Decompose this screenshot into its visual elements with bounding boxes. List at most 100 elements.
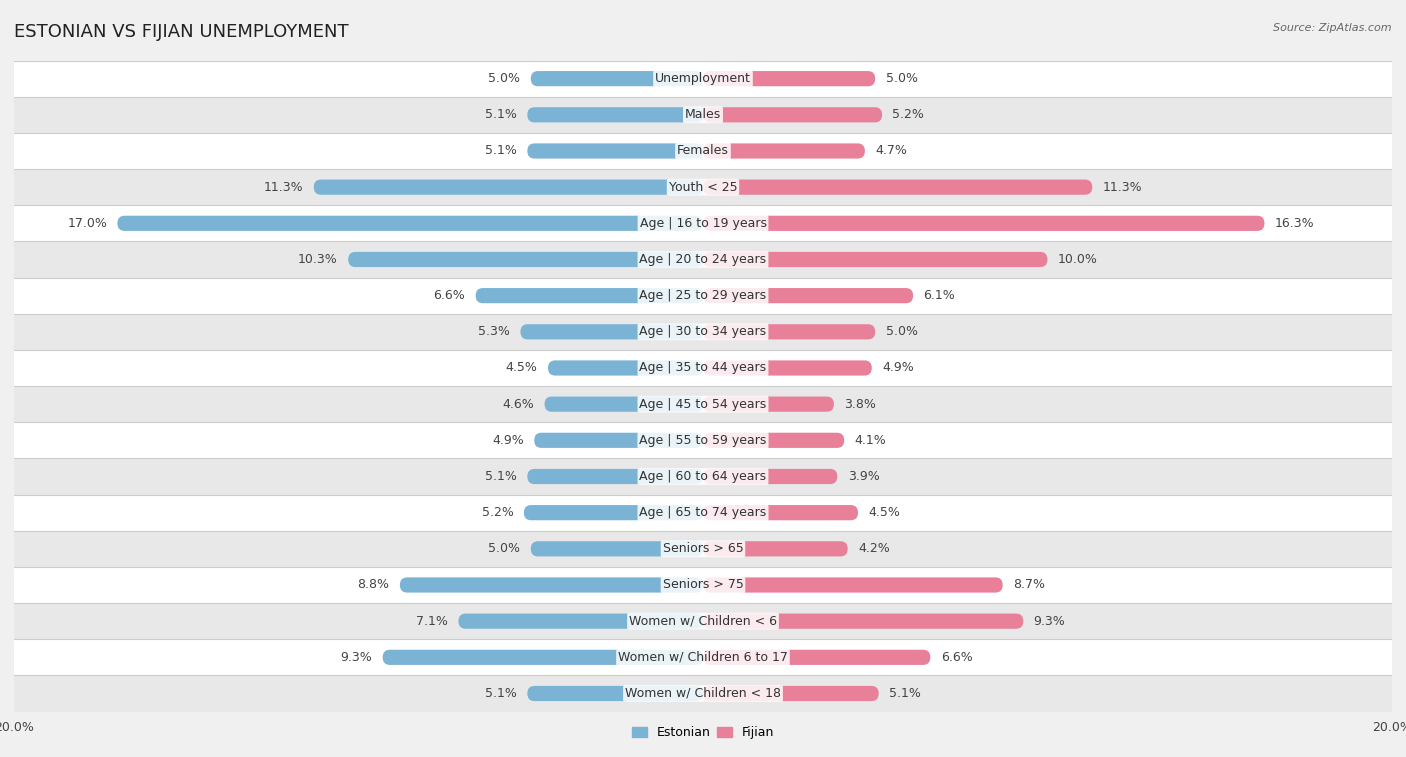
Text: 5.1%: 5.1% (485, 470, 517, 483)
FancyBboxPatch shape (703, 143, 865, 158)
Bar (14, 241, 1392, 278)
Text: Seniors > 65: Seniors > 65 (662, 542, 744, 556)
Bar (14, 639, 1392, 675)
Bar (14, 205, 1392, 241)
Text: 5.1%: 5.1% (485, 108, 517, 121)
Text: 8.7%: 8.7% (1012, 578, 1045, 591)
Bar (14, 313, 1392, 350)
Text: 9.3%: 9.3% (340, 651, 373, 664)
Text: 8.8%: 8.8% (357, 578, 389, 591)
Bar (14, 567, 1392, 603)
FancyBboxPatch shape (524, 505, 703, 520)
Text: Age | 35 to 44 years: Age | 35 to 44 years (640, 362, 766, 375)
FancyBboxPatch shape (475, 288, 703, 304)
Text: 5.0%: 5.0% (488, 72, 520, 85)
Bar (14, 422, 1392, 459)
FancyBboxPatch shape (527, 107, 703, 123)
Bar (14, 494, 1392, 531)
FancyBboxPatch shape (314, 179, 703, 195)
Text: 17.0%: 17.0% (67, 217, 107, 230)
Text: Males: Males (685, 108, 721, 121)
FancyBboxPatch shape (703, 107, 882, 123)
FancyBboxPatch shape (527, 143, 703, 158)
FancyBboxPatch shape (527, 686, 703, 701)
Bar (14, 603, 1392, 639)
FancyBboxPatch shape (531, 541, 703, 556)
Bar (14, 169, 1392, 205)
FancyBboxPatch shape (703, 433, 844, 448)
FancyBboxPatch shape (382, 650, 703, 665)
FancyBboxPatch shape (458, 614, 703, 629)
Text: Age | 16 to 19 years: Age | 16 to 19 years (640, 217, 766, 230)
Text: 3.8%: 3.8% (844, 397, 876, 410)
Text: 10.0%: 10.0% (1057, 253, 1098, 266)
FancyBboxPatch shape (703, 179, 1092, 195)
FancyBboxPatch shape (117, 216, 703, 231)
FancyBboxPatch shape (703, 614, 1024, 629)
Text: Seniors > 75: Seniors > 75 (662, 578, 744, 591)
Text: Age | 20 to 24 years: Age | 20 to 24 years (640, 253, 766, 266)
Text: 4.2%: 4.2% (858, 542, 890, 556)
Text: 4.9%: 4.9% (492, 434, 524, 447)
Text: Women w/ Children 6 to 17: Women w/ Children 6 to 17 (619, 651, 787, 664)
Text: 5.0%: 5.0% (488, 542, 520, 556)
Text: 5.0%: 5.0% (886, 326, 918, 338)
FancyBboxPatch shape (703, 71, 875, 86)
FancyBboxPatch shape (703, 505, 858, 520)
Bar (14, 278, 1392, 313)
FancyBboxPatch shape (703, 541, 848, 556)
FancyBboxPatch shape (531, 71, 703, 86)
Bar (14, 350, 1392, 386)
Text: 11.3%: 11.3% (1102, 181, 1142, 194)
Text: Age | 65 to 74 years: Age | 65 to 74 years (640, 506, 766, 519)
Text: Age | 55 to 59 years: Age | 55 to 59 years (640, 434, 766, 447)
FancyBboxPatch shape (399, 578, 703, 593)
Text: 7.1%: 7.1% (416, 615, 449, 628)
Bar (14, 531, 1392, 567)
Text: 11.3%: 11.3% (264, 181, 304, 194)
Text: Age | 30 to 34 years: Age | 30 to 34 years (640, 326, 766, 338)
Text: Unemployment: Unemployment (655, 72, 751, 85)
FancyBboxPatch shape (548, 360, 703, 375)
Text: Age | 60 to 64 years: Age | 60 to 64 years (640, 470, 766, 483)
Bar (14, 675, 1392, 712)
FancyBboxPatch shape (703, 216, 1264, 231)
FancyBboxPatch shape (527, 469, 703, 484)
FancyBboxPatch shape (703, 252, 1047, 267)
FancyBboxPatch shape (703, 360, 872, 375)
Text: 16.3%: 16.3% (1275, 217, 1315, 230)
Text: Age | 45 to 54 years: Age | 45 to 54 years (640, 397, 766, 410)
Text: ESTONIAN VS FIJIAN UNEMPLOYMENT: ESTONIAN VS FIJIAN UNEMPLOYMENT (14, 23, 349, 41)
Text: 4.5%: 4.5% (869, 506, 900, 519)
Text: 5.2%: 5.2% (893, 108, 924, 121)
Text: Youth < 25: Youth < 25 (669, 181, 737, 194)
Legend: Estonian, Fijian: Estonian, Fijian (627, 721, 779, 744)
Text: 4.6%: 4.6% (502, 397, 534, 410)
FancyBboxPatch shape (703, 578, 1002, 593)
Bar (14, 61, 1392, 97)
Text: 5.1%: 5.1% (485, 687, 517, 700)
FancyBboxPatch shape (544, 397, 703, 412)
Text: 5.1%: 5.1% (889, 687, 921, 700)
FancyBboxPatch shape (703, 397, 834, 412)
Bar (14, 97, 1392, 133)
Text: 5.3%: 5.3% (478, 326, 510, 338)
Text: 9.3%: 9.3% (1033, 615, 1066, 628)
Text: Age | 25 to 29 years: Age | 25 to 29 years (640, 289, 766, 302)
Text: 10.3%: 10.3% (298, 253, 337, 266)
FancyBboxPatch shape (703, 686, 879, 701)
Text: 5.2%: 5.2% (482, 506, 513, 519)
Text: 6.6%: 6.6% (941, 651, 973, 664)
Bar (14, 133, 1392, 169)
Text: 5.1%: 5.1% (485, 145, 517, 157)
Bar (14, 386, 1392, 422)
FancyBboxPatch shape (534, 433, 703, 448)
Text: 4.1%: 4.1% (855, 434, 886, 447)
FancyBboxPatch shape (703, 650, 931, 665)
Text: Source: ZipAtlas.com: Source: ZipAtlas.com (1274, 23, 1392, 33)
Text: Females: Females (678, 145, 728, 157)
Text: 6.6%: 6.6% (433, 289, 465, 302)
Bar (14, 459, 1392, 494)
Text: 4.9%: 4.9% (882, 362, 914, 375)
Text: Women w/ Children < 18: Women w/ Children < 18 (626, 687, 780, 700)
